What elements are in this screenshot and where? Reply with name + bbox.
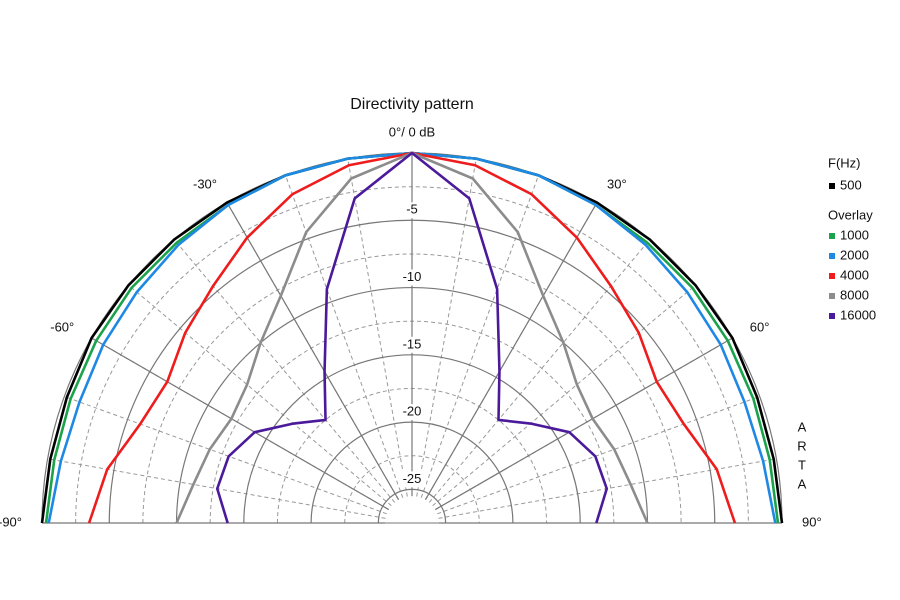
watermark-letter: A (798, 476, 807, 491)
r-tick-label: -15 (403, 336, 422, 351)
watermark-letter: A (798, 419, 807, 434)
legend-label: 1000 (840, 227, 869, 242)
labels: -90° -60° -30° 0°/ 0 dB 30° 60° 90° -25 -20 -15 -1… (0, 124, 822, 529)
legend-label: 2000 (840, 247, 869, 262)
r-tick-label: -10 (403, 269, 422, 284)
grid-spoke (91, 337, 389, 511)
label-bg (398, 269, 426, 286)
angle-label: -30° (193, 177, 217, 192)
angle-label: 90° (802, 514, 822, 529)
minor-spoke (347, 158, 408, 497)
legend-label: 500 (840, 177, 862, 192)
watermark-letter: T (798, 457, 806, 472)
legend-label: 16000 (840, 307, 876, 322)
legend-swatch (829, 273, 835, 279)
chart-title: Directivity pattern (350, 96, 474, 113)
plot (40, 151, 784, 524)
legend-swatch (829, 253, 835, 259)
minor-spoke (284, 175, 404, 498)
label-bg (398, 404, 426, 421)
angle-label: 0°/ 0 dB (389, 124, 435, 139)
legend-swatch (829, 233, 835, 239)
series-line (215, 151, 609, 524)
angle-label: 30° (607, 177, 627, 192)
r-tick-label: -25 (403, 471, 422, 486)
angle-label: -90° (0, 514, 22, 529)
label-bg (398, 336, 426, 353)
legend-label: 8000 (840, 287, 869, 302)
angle-label: -60° (50, 319, 74, 334)
grid-spoke (424, 202, 598, 500)
minor-spoke (420, 175, 540, 498)
label-bg (398, 202, 426, 219)
legend-overlay-label: Overlay (828, 207, 873, 222)
minor-spoke (173, 239, 396, 503)
legend-swatch (829, 183, 835, 189)
minor-spoke (432, 284, 696, 507)
minor-spoke (428, 239, 651, 503)
watermark-letter: R (797, 438, 806, 453)
r-tick-label: -20 (403, 404, 422, 419)
legend-swatch (829, 293, 835, 299)
legend-label: 4000 (840, 267, 869, 282)
minor-spoke (128, 284, 392, 507)
angle-label: 60° (750, 319, 770, 334)
legend-title: F(Hz) (828, 155, 861, 170)
minor-spoke (64, 395, 387, 515)
grid-spoke (435, 337, 733, 511)
minor-spoke (416, 158, 477, 497)
grid-spoke (226, 202, 400, 500)
r-tick-label: -5 (406, 202, 418, 217)
legend-swatch (829, 313, 835, 319)
minor-spoke (437, 395, 760, 515)
label-bg (398, 471, 426, 488)
